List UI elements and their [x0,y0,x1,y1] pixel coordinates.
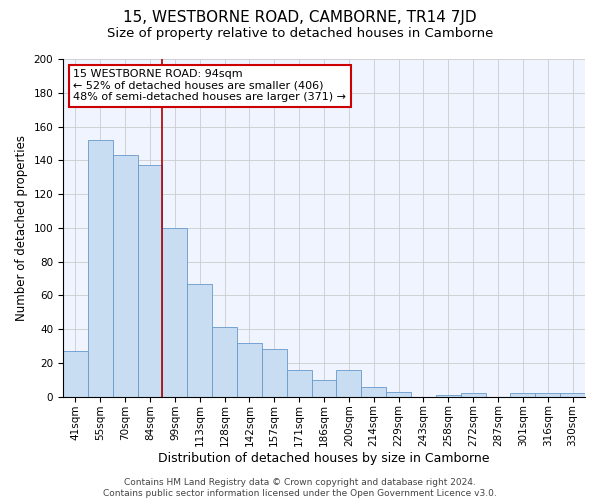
Bar [88,140,113,396]
Bar [311,380,337,396]
Bar [262,350,287,397]
Bar [535,394,560,396]
X-axis label: Distribution of detached houses by size in Camborne: Distribution of detached houses by size … [158,452,490,465]
Text: 15 WESTBORNE ROAD: 94sqm
← 52% of detached houses are smaller (406)
48% of semi-: 15 WESTBORNE ROAD: 94sqm ← 52% of detach… [73,69,346,102]
Bar [237,342,262,396]
Bar [113,155,137,396]
Bar [287,370,311,396]
Bar [361,386,386,396]
Bar [63,351,88,397]
Bar [511,394,535,396]
Text: Contains HM Land Registry data © Crown copyright and database right 2024.
Contai: Contains HM Land Registry data © Crown c… [103,478,497,498]
Bar [386,392,411,396]
Bar [461,394,485,396]
Text: 15, WESTBORNE ROAD, CAMBORNE, TR14 7JD: 15, WESTBORNE ROAD, CAMBORNE, TR14 7JD [123,10,477,25]
Y-axis label: Number of detached properties: Number of detached properties [15,135,28,321]
Bar [137,166,163,396]
Bar [560,394,585,396]
Bar [337,370,361,396]
Bar [436,395,461,396]
Bar [187,284,212,397]
Bar [163,228,187,396]
Text: Size of property relative to detached houses in Camborne: Size of property relative to detached ho… [107,28,493,40]
Bar [212,328,237,396]
